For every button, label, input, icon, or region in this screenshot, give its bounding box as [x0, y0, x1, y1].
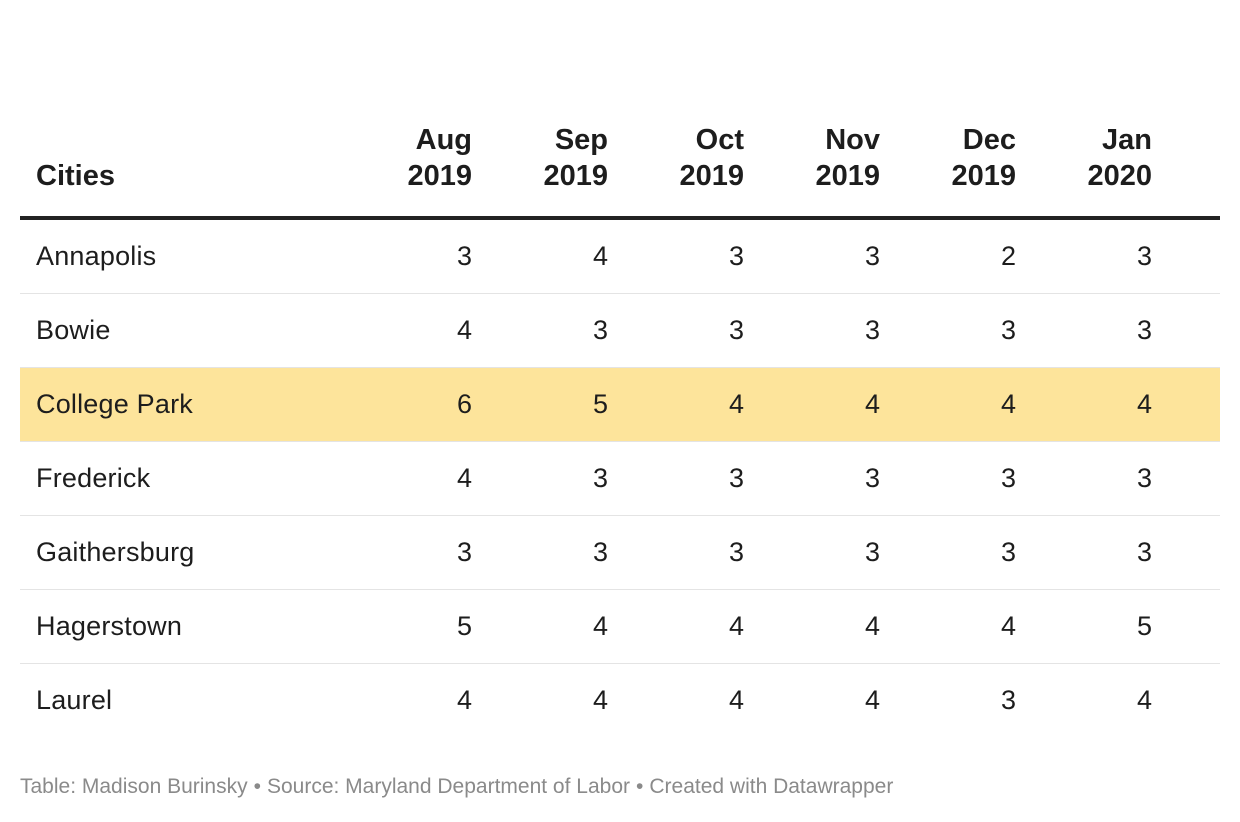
value-cell: 3 — [608, 218, 744, 294]
footer-credits: Table: Madison Burinsky • Source: Maryland… — [20, 775, 893, 799]
value-cell: 4 — [592, 685, 608, 715]
value-cell: 5 — [336, 589, 472, 664]
city-cell: Hagerstown — [20, 589, 336, 664]
table-row: Hagerstown 5 4 4 4 4 5 — [20, 589, 1220, 664]
table-body: Annapolis 3 4 3 3 2 3 Bowie 4 3 3 3 3 3 College Park 6 5… — [20, 218, 1220, 737]
city-cell: College Park — [20, 367, 336, 442]
table-row: Bowie 4 3 3 3 3 3 — [20, 293, 1220, 368]
column-header-month: Sep 2019 — [472, 112, 608, 220]
value-cell: 4 — [336, 441, 472, 516]
value-cell: 2 — [880, 218, 1016, 294]
value-cell: 4 — [880, 367, 1016, 442]
table-row: Laurel 4 4 4 4 3 4 — [20, 664, 1220, 738]
value-cell: 4 — [456, 685, 472, 715]
value-cell: 4 — [608, 367, 744, 442]
header-spacer — [1152, 112, 1220, 220]
value-cell: 3 — [1016, 218, 1152, 294]
table-row: Frederick 4 3 3 3 3 3 — [20, 441, 1220, 516]
city-cell: Bowie — [20, 293, 336, 368]
column-header-cities: Cities — [20, 112, 336, 220]
footer-separator: • — [636, 775, 644, 798]
footer-separator: • — [253, 775, 261, 798]
value-cell: 4 — [336, 293, 472, 368]
datawrapper-credit: Created with Datawrapper — [649, 775, 894, 798]
row-spacer — [1152, 515, 1220, 590]
value-cell: 3 — [744, 441, 880, 516]
row-spacer — [1152, 293, 1220, 368]
data-table-container: Cities Aug 2019 Sep 2019 Oct 2019 Nov 2019 De… — [20, 112, 1220, 737]
value-cell: 3 — [880, 515, 1016, 590]
column-header-month: Dec 2019 — [880, 112, 1016, 220]
value-cell: 5 — [1016, 589, 1152, 664]
value-cell: 3 — [336, 515, 472, 590]
value-cell: 3 — [472, 293, 608, 368]
value-cell: 4 — [608, 589, 744, 664]
column-header-month: Oct 2019 — [608, 112, 744, 220]
value-cell: 3 — [1000, 685, 1016, 715]
row-spacer — [1152, 664, 1220, 738]
value-cell: 3 — [880, 293, 1016, 368]
value-cell: 4 — [864, 685, 880, 715]
unemployment-table: Cities Aug 2019 Sep 2019 Oct 2019 Nov 2019 De… — [20, 112, 1220, 737]
table-row: Gaithersburg 3 3 3 3 3 3 — [20, 515, 1220, 590]
value-cell: 4 — [1136, 685, 1152, 715]
value-cell: 3 — [1016, 441, 1152, 516]
column-header-month: Aug 2019 — [336, 112, 472, 220]
city-cell: Laurel — [36, 685, 113, 715]
value-cell: 6 — [336, 367, 472, 442]
value-cell: 4 — [472, 218, 608, 294]
value-cell: 4 — [728, 685, 744, 715]
value-cell: 3 — [472, 515, 608, 590]
column-header-month: Nov 2019 — [744, 112, 880, 220]
column-header-month: Jan 2020 — [1016, 112, 1152, 220]
value-cell: 4 — [744, 367, 880, 442]
value-cell: 3 — [1016, 515, 1152, 590]
table-row: Annapolis 3 4 3 3 2 3 — [20, 218, 1220, 294]
value-cell: 3 — [608, 515, 744, 590]
value-cell: 3 — [744, 515, 880, 590]
city-cell: Frederick — [20, 441, 336, 516]
value-cell: 3 — [744, 218, 880, 294]
table-credit: Table: Madison Burinsky — [20, 775, 248, 798]
row-spacer — [1152, 367, 1220, 442]
value-cell: 5 — [472, 367, 608, 442]
value-cell: 3 — [1016, 293, 1152, 368]
row-spacer — [1152, 441, 1220, 516]
table-header-row: Cities Aug 2019 Sep 2019 Oct 2019 Nov 2019 De… — [20, 112, 1220, 220]
value-cell: 3 — [744, 293, 880, 368]
value-cell: 3 — [336, 218, 472, 294]
value-cell: 3 — [608, 441, 744, 516]
city-cell: Gaithersburg — [20, 515, 336, 590]
row-spacer — [1152, 589, 1220, 664]
value-cell: 4 — [880, 589, 1016, 664]
value-cell: 4 — [472, 589, 608, 664]
value-cell: 3 — [472, 441, 608, 516]
source-credit: Source: Maryland Department of Labor — [266, 775, 630, 798]
value-cell: 3 — [608, 293, 744, 368]
table-row: College Park 6 5 4 4 4 4 — [20, 367, 1220, 442]
city-cell: Annapolis — [20, 218, 336, 294]
value-cell: 4 — [1016, 367, 1152, 442]
row-spacer — [1152, 218, 1220, 294]
value-cell: 4 — [744, 589, 880, 664]
value-cell: 3 — [880, 441, 1016, 516]
